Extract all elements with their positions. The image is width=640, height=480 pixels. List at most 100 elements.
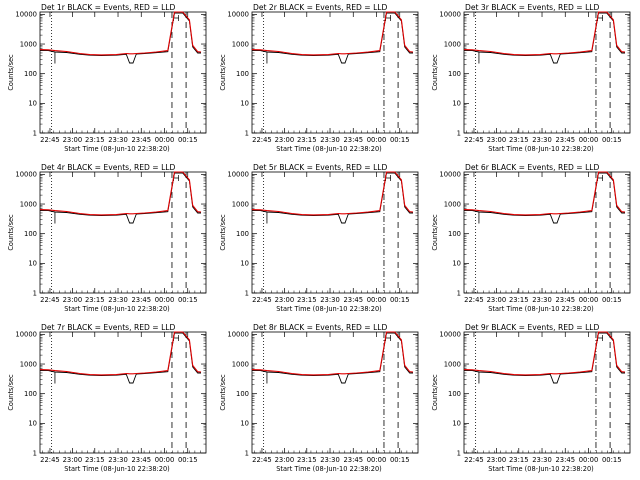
y-tick-label: 10 xyxy=(452,100,461,108)
x-tick-label: 23:00 xyxy=(63,456,83,464)
y-tick-label: 10000 xyxy=(439,11,461,19)
lld-series-line xyxy=(39,171,202,216)
y-tick-label: 10 xyxy=(240,100,249,108)
x-tick-label: 23:00 xyxy=(275,136,295,144)
panel-5: 1 10 100 1000 10000 22:45 23:00 23:15 23:30 23:45… xyxy=(219,163,419,313)
events-series-line xyxy=(252,12,413,64)
x-tick-label: 23:45 xyxy=(343,136,363,144)
y-tick-label: 1000 xyxy=(444,200,461,208)
x-tick-label: 23:30 xyxy=(108,296,128,304)
x-tick-label: 23:15 xyxy=(509,296,529,304)
y-tick-label: 1000 xyxy=(20,360,37,368)
y-tick-label: 1000 xyxy=(444,40,461,48)
y-tick-label: 10000 xyxy=(439,331,461,339)
x-tick-label: 00:15 xyxy=(178,296,198,304)
x-tick-label: 23:30 xyxy=(108,456,128,464)
x-tick-label: 23:15 xyxy=(297,456,317,464)
lld-series-line xyxy=(463,11,626,56)
y-tick-label: 1 xyxy=(245,129,249,137)
y-axis-label: Counts/sec xyxy=(219,54,227,91)
panel-title: Det 9r BLACK = Events, RED = LLD xyxy=(465,323,600,332)
lld-series-line xyxy=(251,331,414,376)
x-tick-label: 23:15 xyxy=(85,136,105,144)
x-tick-label: 23:15 xyxy=(509,136,529,144)
y-axis-label: Counts/sec xyxy=(431,374,439,411)
events-series-line xyxy=(40,12,201,64)
x-tick-label: 23:45 xyxy=(343,456,363,464)
y-tick-label: 1 xyxy=(33,449,37,457)
x-tick-label: 00:00 xyxy=(579,136,599,144)
x-axis-label: Start Time (08-Jun-10 22:38:20) xyxy=(276,465,382,473)
x-tick-label: 23:30 xyxy=(532,136,552,144)
x-tick-label: 22:45 xyxy=(40,136,60,144)
x-axis-label: Start Time (08-Jun-10 22:38:20) xyxy=(488,465,594,473)
x-tick-label: 23:30 xyxy=(532,296,552,304)
y-tick-label: 1000 xyxy=(20,200,37,208)
x-tick-label: 22:45 xyxy=(252,136,272,144)
y-tick-label: 10 xyxy=(452,420,461,428)
y-tick-label: 10000 xyxy=(15,331,37,339)
y-tick-label: 1 xyxy=(245,289,249,297)
y-tick-label: 10 xyxy=(452,260,461,268)
x-tick-label: 00:15 xyxy=(602,456,622,464)
x-tick-label: 00:15 xyxy=(390,296,410,304)
x-tick-label: 00:15 xyxy=(602,136,622,144)
x-axis-label: Start Time (08-Jun-10 22:38:20) xyxy=(488,305,594,313)
x-tick-label: 22:45 xyxy=(464,456,484,464)
lld-series-line xyxy=(251,11,414,56)
panel-title: Det 2r BLACK = Events, RED = LLD xyxy=(253,3,388,12)
y-tick-label: 100 xyxy=(24,70,37,78)
x-tick-label: 23:00 xyxy=(487,136,507,144)
x-tick-label: 23:00 xyxy=(275,456,295,464)
y-tick-label: 10 xyxy=(28,260,37,268)
y-tick-label: 10000 xyxy=(227,331,249,339)
panel-title: Det 4r BLACK = Events, RED = LLD xyxy=(41,163,176,172)
x-tick-label: 23:45 xyxy=(343,296,363,304)
plot-frame xyxy=(463,11,631,134)
x-tick-label: 00:15 xyxy=(602,296,622,304)
y-axis-label: Counts/sec xyxy=(431,54,439,91)
x-axis-label: Start Time (08-Jun-10 22:38:20) xyxy=(64,465,170,473)
events-series-line xyxy=(40,332,201,384)
y-tick-label: 100 xyxy=(236,390,249,398)
y-tick-label: 10000 xyxy=(15,11,37,19)
x-tick-label: 23:15 xyxy=(297,136,317,144)
y-tick-label: 1000 xyxy=(232,200,249,208)
y-tick-label: 1 xyxy=(457,129,461,137)
y-tick-label: 1 xyxy=(457,449,461,457)
y-tick-label: 100 xyxy=(236,230,249,238)
x-tick-label: 23:00 xyxy=(275,296,295,304)
x-tick-label: 22:45 xyxy=(464,136,484,144)
y-axis-label: Counts/sec xyxy=(219,374,227,411)
lld-series-line xyxy=(39,331,202,376)
x-tick-label: 23:45 xyxy=(131,456,151,464)
x-tick-label: 23:15 xyxy=(85,296,105,304)
panel-4: 1 10 100 1000 10000 22:45 23:00 23:15 23:30 23:45… xyxy=(7,163,207,313)
x-axis-label: Start Time (08-Jun-10 22:38:20) xyxy=(64,145,170,153)
y-tick-label: 100 xyxy=(236,70,249,78)
x-tick-label: 23:15 xyxy=(297,296,317,304)
x-tick-label: 00:00 xyxy=(155,136,175,144)
panel-7: 1 10 100 1000 10000 22:45 23:00 23:15 23:30 23:45… xyxy=(7,323,207,473)
y-axis-label: Counts/sec xyxy=(431,214,439,251)
y-tick-label: 10000 xyxy=(227,11,249,19)
x-tick-label: 00:15 xyxy=(178,456,198,464)
x-tick-label: 00:15 xyxy=(390,456,410,464)
panel-title: Det 6r BLACK = Events, RED = LLD xyxy=(465,163,600,172)
x-tick-label: 22:45 xyxy=(40,296,60,304)
y-tick-label: 100 xyxy=(24,390,37,398)
x-tick-label: 00:00 xyxy=(367,136,387,144)
x-tick-label: 23:30 xyxy=(108,136,128,144)
y-axis-label: Counts/sec xyxy=(7,374,15,411)
x-tick-label: 23:30 xyxy=(320,296,340,304)
plot-frame xyxy=(39,331,207,454)
events-series-line xyxy=(252,332,413,384)
panel-title: Det 8r BLACK = Events, RED = LLD xyxy=(253,323,388,332)
x-axis-label: Start Time (08-Jun-10 22:38:20) xyxy=(64,305,170,313)
x-tick-label: 23:15 xyxy=(509,456,529,464)
panel-1: 1 10 100 1000 10000 22:45 23:00 23:15 23:30 23:45… xyxy=(7,3,207,153)
y-tick-label: 1 xyxy=(245,449,249,457)
plot-frame xyxy=(251,171,419,294)
x-tick-label: 23:00 xyxy=(63,136,83,144)
